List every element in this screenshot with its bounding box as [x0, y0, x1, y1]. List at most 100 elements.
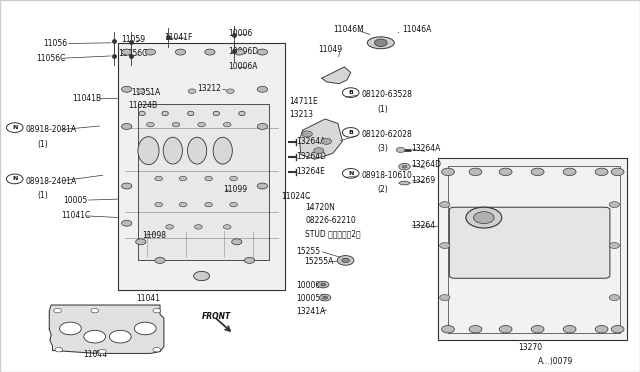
Circle shape [145, 49, 156, 55]
Circle shape [234, 49, 244, 55]
Text: 13269: 13269 [412, 176, 436, 185]
Circle shape [440, 243, 450, 248]
Polygon shape [49, 305, 164, 353]
Text: N: N [12, 176, 17, 182]
Circle shape [84, 330, 106, 343]
Text: 11046M: 11046M [333, 25, 364, 34]
Circle shape [134, 322, 156, 335]
Circle shape [179, 202, 187, 207]
Text: 13264D: 13264D [296, 152, 326, 161]
Circle shape [155, 202, 163, 207]
Circle shape [531, 168, 544, 176]
Text: 10005D: 10005D [296, 294, 326, 303]
Circle shape [147, 122, 154, 127]
Circle shape [563, 168, 576, 176]
Circle shape [595, 168, 608, 176]
Circle shape [205, 49, 215, 55]
Circle shape [99, 349, 106, 354]
Text: 11041B: 11041B [72, 94, 102, 103]
Bar [448, 166, 620, 333]
Text: N: N [12, 125, 17, 130]
Ellipse shape [188, 111, 194, 116]
Circle shape [469, 168, 482, 176]
Circle shape [198, 122, 205, 127]
Circle shape [466, 207, 502, 228]
Circle shape [205, 176, 212, 181]
Circle shape [244, 257, 255, 263]
Text: 11056: 11056 [44, 39, 68, 48]
Circle shape [342, 258, 349, 263]
Text: B: B [348, 90, 353, 95]
Text: 15255A: 15255A [305, 257, 334, 266]
Text: (2): (2) [378, 185, 388, 194]
Circle shape [257, 86, 268, 92]
Text: STUD スタッド（2）: STUD スタッド（2） [305, 229, 361, 238]
Text: 11041F: 11041F [164, 33, 192, 42]
Text: N: N [348, 171, 353, 176]
Circle shape [595, 326, 608, 333]
Circle shape [205, 202, 212, 207]
Ellipse shape [367, 37, 394, 49]
Circle shape [122, 220, 132, 226]
Text: 11099: 11099 [223, 185, 247, 194]
Circle shape [230, 202, 237, 207]
Text: 10006: 10006 [228, 29, 252, 38]
Circle shape [109, 330, 131, 343]
Circle shape [374, 39, 387, 46]
Circle shape [155, 176, 163, 181]
Circle shape [499, 168, 512, 176]
Text: 13213: 13213 [289, 110, 314, 119]
Text: 13264D: 13264D [412, 160, 442, 169]
Circle shape [55, 347, 63, 352]
Circle shape [136, 239, 146, 245]
Circle shape [474, 212, 494, 224]
Bar [138, 104, 269, 260]
Text: 13212: 13212 [197, 84, 221, 93]
Ellipse shape [213, 137, 232, 164]
Ellipse shape [138, 137, 159, 164]
Circle shape [323, 296, 328, 299]
Polygon shape [118, 43, 285, 290]
Text: 13264E: 13264E [296, 167, 325, 176]
Circle shape [440, 202, 450, 208]
Circle shape [399, 163, 410, 170]
Circle shape [611, 168, 624, 176]
Circle shape [153, 308, 161, 313]
Circle shape [60, 322, 81, 335]
Text: FRONT: FRONT [202, 312, 231, 321]
Text: 11041: 11041 [136, 294, 160, 303]
Ellipse shape [139, 111, 145, 116]
Circle shape [314, 148, 324, 154]
Text: (1): (1) [378, 105, 388, 114]
Circle shape [321, 283, 326, 286]
Circle shape [499, 326, 512, 333]
Text: 11046A: 11046A [402, 25, 431, 34]
Text: 13264A: 13264A [412, 144, 441, 153]
Circle shape [257, 49, 268, 55]
Circle shape [223, 122, 231, 127]
Circle shape [166, 225, 173, 229]
Text: B: B [348, 130, 353, 135]
Text: 11056C: 11056C [118, 49, 148, 58]
Circle shape [531, 326, 544, 333]
Circle shape [302, 131, 312, 137]
Circle shape [232, 239, 242, 245]
Text: (1): (1) [38, 140, 49, 149]
Circle shape [54, 308, 61, 313]
FancyBboxPatch shape [449, 207, 610, 278]
Text: 13241A: 13241A [296, 307, 326, 316]
Text: 08226-62210: 08226-62210 [305, 217, 356, 225]
Text: 10006D: 10006D [296, 281, 326, 290]
Circle shape [321, 138, 332, 144]
Text: 15255: 15255 [296, 247, 321, 256]
Text: 10005: 10005 [63, 196, 87, 205]
Text: 08120-63528: 08120-63528 [362, 90, 412, 99]
Circle shape [223, 225, 231, 229]
Ellipse shape [193, 272, 210, 280]
Circle shape [257, 183, 268, 189]
Circle shape [609, 202, 620, 208]
Ellipse shape [162, 111, 168, 116]
Text: 13264: 13264 [412, 221, 436, 230]
Circle shape [172, 122, 180, 127]
Circle shape [396, 147, 405, 153]
